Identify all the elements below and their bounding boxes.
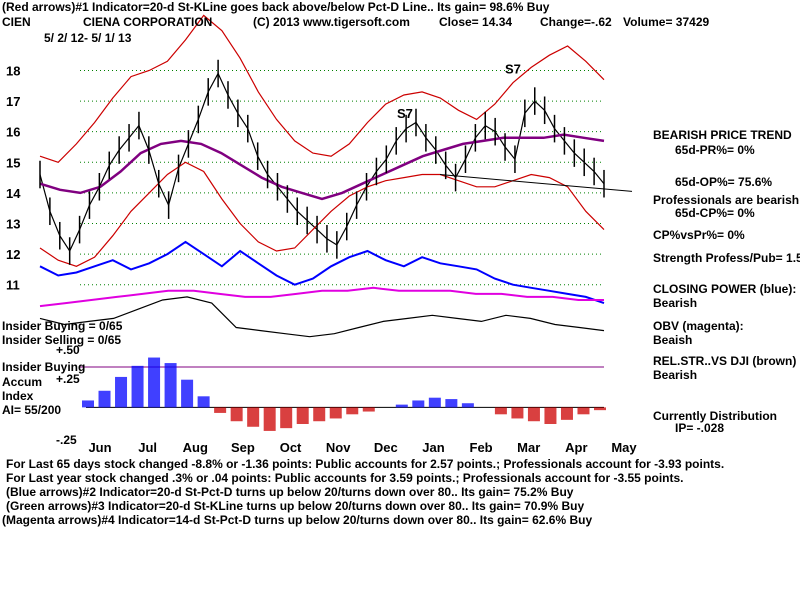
y-tick-label: 11 bbox=[6, 278, 20, 293]
x-tick-label: May bbox=[611, 440, 637, 455]
strength-ratio: Strength Profess/Pub= 1.5 bbox=[653, 251, 800, 265]
closing-power-label: CLOSING POWER (blue): bbox=[653, 282, 797, 296]
relstr-label: REL.STR..VS DJI (brown) bbox=[653, 354, 797, 368]
y-tick-label: 18 bbox=[6, 63, 20, 78]
accum-bar bbox=[98, 390, 111, 408]
x-tick-label: Feb bbox=[470, 440, 493, 455]
pros-bearish: Professionals are bearish bbox=[653, 193, 800, 207]
insider-buying-2: Insider Buying bbox=[2, 360, 86, 374]
cp-value: 65d-CP%= 0% bbox=[675, 206, 755, 220]
op-value: 65d-OP%= 75.6% bbox=[675, 175, 773, 189]
accum-bar bbox=[594, 407, 606, 411]
accum-bar bbox=[527, 407, 540, 422]
x-tick-label: Mar bbox=[517, 440, 540, 455]
y-tick-label: 13 bbox=[6, 216, 20, 231]
accum-bar bbox=[412, 400, 425, 408]
accum-bar bbox=[181, 379, 194, 408]
index-label: Index bbox=[2, 389, 34, 403]
x-tick-label: Nov bbox=[326, 440, 351, 455]
accum-bar bbox=[494, 407, 507, 415]
pr-value: 65d-PR%= 0% bbox=[675, 143, 755, 157]
copyright: (C) 2013 www.tigersoft.com bbox=[253, 15, 410, 29]
ticker-symbol: CIEN bbox=[2, 15, 31, 29]
series-lower_band bbox=[39, 161, 605, 267]
accum-bar bbox=[164, 363, 177, 408]
y-tick-label: 14 bbox=[6, 186, 21, 201]
minus-25-label: -.25 bbox=[56, 433, 77, 447]
footer-line-3: (Blue arrows)#2 Indicator=20-d St-Pct-D … bbox=[6, 485, 574, 499]
x-tick-label: Jan bbox=[422, 440, 444, 455]
accum-bar bbox=[428, 397, 441, 408]
x-tick-label: Jun bbox=[88, 440, 111, 455]
series-closing_power bbox=[39, 240, 605, 305]
y-tick-label: 16 bbox=[6, 125, 20, 140]
accum-label: Accum bbox=[2, 375, 43, 389]
insider-selling: Insider Selling = 0/65 bbox=[2, 333, 122, 347]
ai-value: AI= 55/200 bbox=[2, 403, 62, 417]
signal-s7: S7 bbox=[505, 62, 521, 77]
y-tick-label: 17 bbox=[6, 94, 20, 109]
series-price_close bbox=[39, 72, 605, 253]
accum-bar bbox=[115, 376, 128, 408]
footer-line-2: For Last year stock changed .3% or .04 p… bbox=[6, 471, 684, 485]
x-tick-label: Dec bbox=[374, 440, 398, 455]
plus-50-label: +.50 bbox=[56, 343, 80, 357]
accum-bar bbox=[346, 407, 359, 415]
ip-value: IP= -.028 bbox=[675, 421, 725, 435]
accum-bar bbox=[511, 407, 524, 419]
distribution-label: Currently Distribution bbox=[653, 409, 778, 423]
accum-bar bbox=[214, 407, 227, 413]
indicator-1-header: (Red arrows)#1 Indicator=20-d St-KLine g… bbox=[2, 0, 550, 14]
accum-bar bbox=[280, 407, 293, 429]
x-tick-label: Apr bbox=[565, 440, 587, 455]
cp-vs-pr: CP%vsPr%= 0% bbox=[653, 228, 745, 242]
series-upper_band bbox=[39, 14, 605, 163]
accum-bar bbox=[148, 357, 161, 408]
accum-bar bbox=[197, 396, 210, 408]
y-tick-label: 15 bbox=[6, 155, 20, 170]
obv-value: Beaish bbox=[653, 333, 693, 347]
series-moving_average bbox=[39, 133, 605, 201]
accum-bar bbox=[461, 403, 474, 408]
price-change: Change=-.62 bbox=[540, 15, 612, 29]
accum-bar bbox=[230, 407, 243, 422]
accum-bar bbox=[296, 407, 309, 424]
x-tick-label: Aug bbox=[183, 440, 208, 455]
insider-buying: Insider Buying = 0/65 bbox=[2, 319, 123, 333]
accum-bar bbox=[395, 404, 408, 408]
footer-line-5: (Magenta arrows)#4 Indicator=14-d St-Pct… bbox=[2, 513, 593, 527]
footer-line-4: (Green arrows)#3 Indicator=20-d St-KLine… bbox=[6, 499, 585, 513]
accum-bar bbox=[131, 365, 144, 408]
close-price: Close= 14.34 bbox=[439, 15, 513, 29]
accum-bar bbox=[247, 407, 260, 427]
volume: Volume= 37429 bbox=[623, 15, 710, 29]
accum-bar bbox=[577, 407, 590, 415]
accum-bar bbox=[544, 407, 557, 424]
company-name: CIENA CORPORATION bbox=[83, 15, 213, 29]
series-rel_strength bbox=[39, 296, 605, 338]
accum-bar bbox=[560, 407, 573, 420]
accum-bar bbox=[82, 400, 94, 408]
signal-s7: S7 bbox=[397, 106, 413, 121]
series-obv bbox=[39, 286, 604, 308]
accum-bar bbox=[313, 407, 326, 422]
footer-line-1: For Last 65 days stock changed -8.8% or … bbox=[6, 457, 725, 471]
date-range: 5/ 2/ 12- 5/ 1/ 13 bbox=[44, 31, 132, 45]
trend-title: BEARISH PRICE TREND bbox=[653, 128, 792, 142]
x-tick-label: Oct bbox=[280, 440, 302, 455]
accum-bar bbox=[329, 407, 342, 419]
accum-bar bbox=[445, 399, 458, 408]
plus-25-label: +.25 bbox=[56, 372, 80, 386]
obv-label: OBV (magenta): bbox=[653, 319, 744, 333]
relstr-value: Bearish bbox=[653, 368, 698, 382]
x-tick-label: Sep bbox=[231, 440, 255, 455]
y-tick-label: 12 bbox=[6, 247, 20, 262]
accum-bar bbox=[263, 407, 276, 431]
x-tick-label: Jul bbox=[138, 440, 157, 455]
accum-bar bbox=[362, 407, 375, 412]
closing-power-value: Bearish bbox=[653, 296, 698, 310]
support-trendline bbox=[439, 174, 633, 192]
